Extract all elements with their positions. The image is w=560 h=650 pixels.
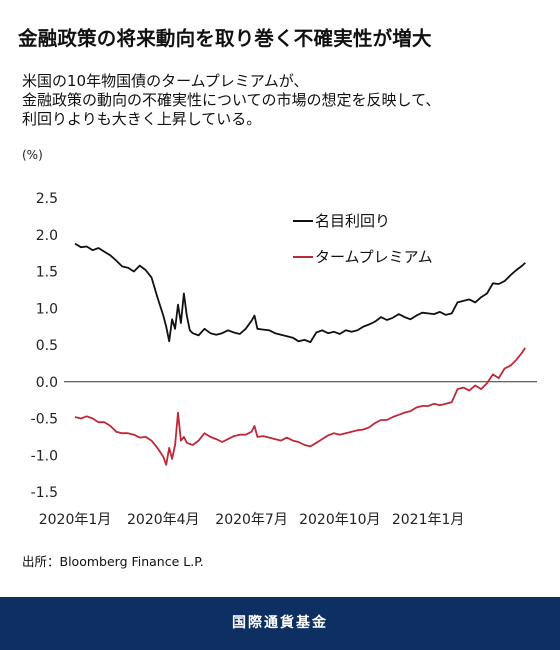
- series-group: [74, 242, 526, 466]
- y-tick-label: 0.5: [36, 338, 58, 354]
- x-tick-label: 2020年7月: [215, 512, 288, 528]
- y-tick-label: 1.0: [36, 301, 58, 317]
- y-tick-label: -1.5: [31, 485, 58, 501]
- y-tick-label: 2.5: [36, 191, 58, 207]
- subtitle-line: 金融政策の動向の不確実性についての市場の想定を反映して、: [22, 91, 441, 109]
- x-tick-label: 2020年10月: [299, 512, 380, 528]
- x-axis: 2020年1月 2020年4月 2020年7月 2020年10月 2021年1月: [39, 512, 465, 528]
- y-unit-label: (%): [22, 148, 43, 162]
- footer-bar: 国際通貨基金: [0, 597, 560, 650]
- y-tick-label: 0.0: [36, 375, 58, 391]
- y-tick-label: 2.0: [36, 228, 58, 244]
- series-line-yield: [74, 242, 526, 344]
- footer-label: 国際通貨基金: [232, 615, 328, 631]
- line-chart: (%) 2.5 2.0 1.5 1.0 0.5 0.0 -0.5 -1.0 -1.5 2020年…: [22, 148, 537, 528]
- x-tick-label: 2020年4月: [127, 512, 200, 528]
- source-note: 出所：Bloomberg Finance L.P.: [22, 554, 204, 569]
- series-line-term-premium: [74, 347, 526, 466]
- subtitle-line: 利回りよりも大きく上昇している。: [22, 110, 262, 128]
- y-tick-label: 1.5: [36, 265, 58, 281]
- y-axis: 2.5 2.0 1.5 1.0 0.5 0.0 -0.5 -1.0 -1.5: [31, 191, 58, 501]
- x-tick-label: 2020年1月: [39, 512, 112, 528]
- chart-subtitle: 米国の10年物国債のタームプレミアムが、 金融政策の動向の不確実性についての市場…: [22, 72, 440, 129]
- y-tick-label: -0.5: [31, 412, 58, 428]
- legend-label: タームプレミアム: [315, 248, 433, 266]
- x-tick-label: 2021年1月: [392, 512, 465, 528]
- chart-title: 金融政策の将来動向を取り巻く不確実性が増大: [18, 27, 432, 50]
- y-tick-label: -1.0: [31, 448, 58, 464]
- legend-label: 名目利回り: [315, 212, 390, 230]
- subtitle-line: 米国の10年物国債のタームプレミアムが、: [22, 72, 309, 90]
